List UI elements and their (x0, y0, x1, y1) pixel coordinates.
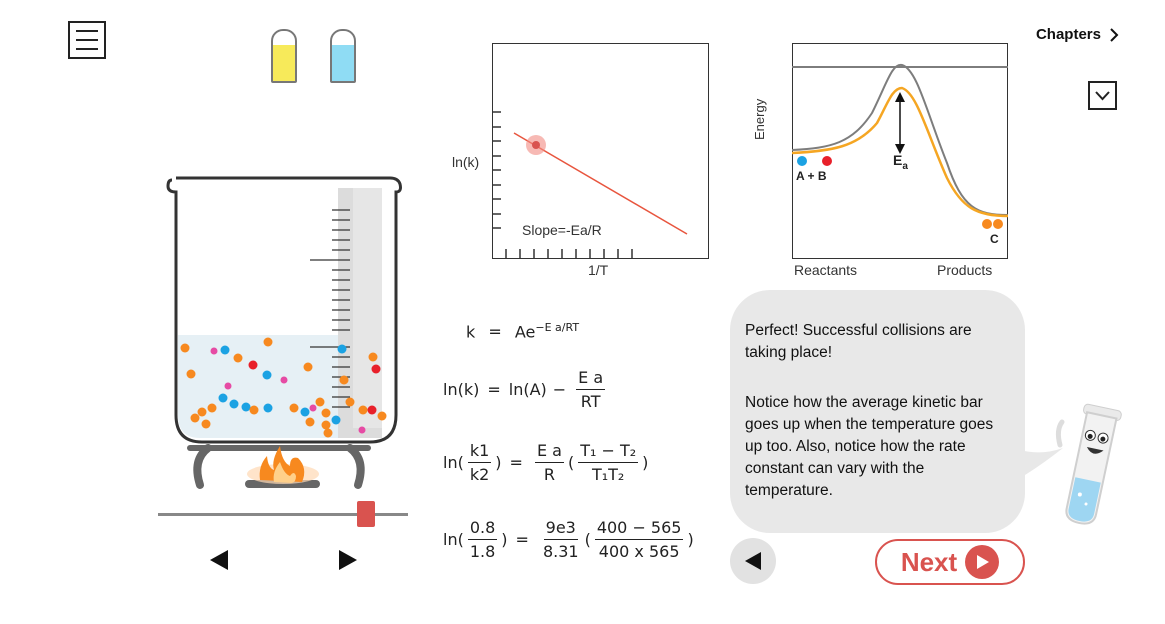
equation-two-point: ln( k1 k2 ) = E a R ( T₁ − T₂ T₁T₂ ) (443, 441, 649, 484)
products-axis-label: Products (937, 262, 993, 278)
equation-log-form: ln(k) = ln(A) − E a RT (443, 368, 606, 411)
x-axis-label: 1/T (588, 262, 609, 278)
product-c-1 (982, 219, 992, 229)
message-bubble: Perfect! Successful collisions are takin… (730, 290, 1025, 533)
reactant-a (797, 156, 807, 166)
reactant-b (822, 156, 832, 166)
triangle-right-icon[interactable] (337, 548, 359, 572)
beaker-outline (166, 176, 402, 444)
back-button[interactable] (730, 538, 776, 584)
energy-diagram (792, 43, 1008, 259)
flame-icon (247, 446, 319, 484)
beaker-apparatus (166, 176, 402, 489)
reactants-axis-label: Reactants (794, 262, 858, 278)
arrhenius-plot (492, 43, 709, 259)
uncatalyzed-curve (792, 63, 1008, 216)
next-label: Next (900, 546, 958, 577)
chevron-right-icon (1110, 27, 1119, 42)
chevron-down-icon (1095, 91, 1110, 101)
menu-button[interactable] (68, 21, 106, 59)
product-c-2 (993, 219, 1003, 229)
current-point (532, 141, 540, 149)
beaker-ticks (310, 209, 350, 408)
equation-numeric: ln( 0.8 1.8 ) = 9e3 8.31 ( 400 − 565 400… (443, 518, 694, 561)
reaction-curve (792, 86, 1008, 218)
next-button[interactable]: Next (875, 539, 1025, 585)
energy-y-label: Energy (752, 98, 767, 140)
triangle-left-icon[interactable] (208, 548, 230, 572)
particles (180, 337, 387, 438)
chapters-label: Chapters (1035, 26, 1101, 43)
message-paragraph-1: Perfect! Successful collisions are takin… (745, 322, 972, 361)
reactants-particles-label: A + B (796, 169, 827, 183)
slope-label: Slope=-Ea/R (522, 222, 602, 238)
liquid (178, 335, 360, 438)
y-axis-label: ln(k) (452, 154, 480, 170)
fraction-ea-rt: E a RT (576, 368, 606, 411)
test-tube-mascot-icon (1055, 403, 1122, 525)
dropdown-button[interactable] (1088, 81, 1117, 110)
bubble-tail (1005, 445, 1063, 482)
yellow-vial-icon[interactable] (271, 29, 297, 83)
products-particles-label: C (990, 232, 999, 246)
equation-arrhenius: k = Ae−E a/RT (466, 321, 580, 342)
triangle-left-icon (745, 552, 761, 570)
play-icon (965, 545, 1000, 579)
chapters-button[interactable]: Chapters (1036, 26, 1119, 43)
message-paragraph-2: Notice how the average kinetic bar goes … (745, 394, 994, 499)
activation-energy-label: Ea (893, 152, 908, 172)
temperature-slider-track (158, 513, 408, 516)
temperature-slider-thumb[interactable] (356, 501, 375, 527)
hamburger-menu-icon (76, 30, 98, 32)
arrhenius-plot-graphics (492, 111, 688, 259)
energy-diagram-graphics (792, 63, 1008, 229)
blue-vial-icon[interactable] (330, 29, 356, 83)
